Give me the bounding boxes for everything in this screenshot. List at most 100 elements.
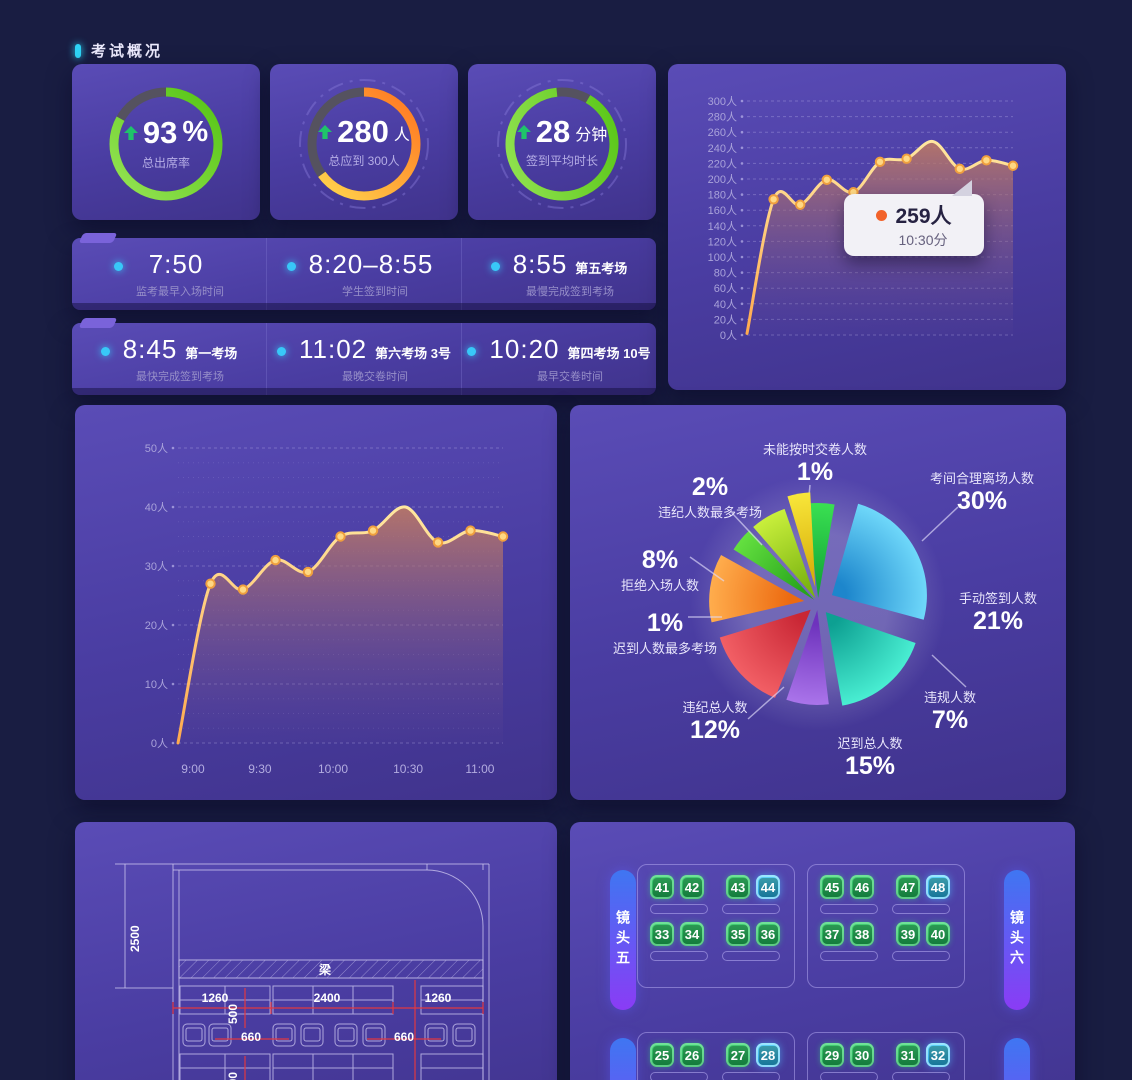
seat-number: 34 [682, 924, 702, 944]
gauge-label: 总出席率 [141, 156, 190, 170]
floorplan-drawing: 2500 梁 1260 2400 1260 500 [115, 863, 490, 1080]
exam-distribution-panel: 未能按时交卷人数 1% 考间合理离场人数 30% 手动签到人数 21% 违规人数 7% 迟到总人… [570, 405, 1066, 800]
stat-label: 学生签到时间 [341, 286, 408, 298]
seat-group-3: 25 26 27 28 [637, 1032, 795, 1080]
camera-label-3[interactable]: 镜头 [610, 1038, 636, 1080]
svg-text:100人: 100人 [708, 251, 737, 264]
stat-time: 8:20–8:55 [308, 249, 434, 279]
seat-44[interactable]: 44 [756, 875, 780, 899]
stat-time: 10:20 [489, 334, 560, 364]
dim-mid-desk: 2400 [314, 991, 341, 1005]
stat-time: 11:02 [299, 334, 368, 364]
seat-number: 41 [652, 877, 672, 897]
svg-text:9:30: 9:30 [248, 762, 272, 776]
gauge-label: 签到平均时长 [525, 154, 598, 168]
seat-47[interactable]: 47 [896, 875, 920, 899]
svg-text:60人: 60人 [714, 282, 737, 295]
dim-chair-gap-right: 660 [394, 1030, 414, 1044]
seat-number: 35 [728, 924, 748, 944]
stat-suffix: 第一考场 [185, 346, 238, 361]
pie-slice-3 [786, 609, 829, 705]
desk-bar [892, 904, 950, 914]
seat-37[interactable]: 37 [820, 922, 844, 946]
seat-26[interactable]: 26 [680, 1043, 704, 1067]
seat-35[interactable]: 35 [726, 922, 750, 946]
exam-distribution-pie [688, 475, 967, 731]
svg-text:300人: 300人 [708, 95, 737, 108]
seat-number: 39 [898, 924, 918, 944]
seat-28[interactable]: 28 [756, 1043, 780, 1067]
seat-39[interactable]: 39 [896, 922, 920, 946]
stat-suffix: 第四考场 10号 [567, 346, 651, 361]
seat-number: 26 [682, 1045, 702, 1065]
stat-label: 监考最早入场时间 [136, 286, 224, 298]
seat-row: 29 30 31 32 [820, 1043, 964, 1067]
stat-label: 最晚交卷时间 [341, 371, 408, 383]
seat-number: 48 [928, 877, 948, 897]
seat-30[interactable]: 30 [850, 1043, 874, 1067]
dim-right-desk: 1260 [425, 991, 452, 1005]
desk-row [650, 951, 794, 961]
seat-number: 28 [758, 1045, 778, 1065]
beam-label: 梁 [318, 962, 331, 977]
seat-45[interactable]: 45 [820, 875, 844, 899]
gauge-label: 总应到 300人 [328, 154, 400, 168]
stat-label: 最慢完成签到考场 [526, 286, 614, 298]
stat-row-1: 7:50 监考最早入场时间 8:20–8:55 学生签到时间 8:55 第五考场 … [72, 238, 656, 310]
seat-row: 45 46 47 48 [820, 875, 964, 899]
stat-slowest-checkin-room: 8:55 第五考场 最慢完成签到考场 [461, 238, 656, 310]
svg-text:260人: 260人 [708, 126, 737, 139]
seat-38[interactable]: 38 [850, 922, 874, 946]
seat-48[interactable]: 48 [926, 875, 950, 899]
seat-row: 41 42 43 44 [650, 875, 794, 899]
bullet-dot-icon [286, 261, 296, 271]
desk-bar [650, 1072, 708, 1080]
seat-32[interactable]: 32 [926, 1043, 950, 1067]
seat-42[interactable]: 42 [680, 875, 704, 899]
stat-earliest-proctor-entry: 7:50 监考最早入场时间 [72, 238, 266, 310]
svg-text:20人: 20人 [714, 313, 737, 326]
seat-34[interactable]: 34 [680, 922, 704, 946]
seat-number: 25 [652, 1045, 672, 1065]
svg-text:200人: 200人 [708, 173, 737, 186]
gauge-card-avg-checkin-time: 28 分钟 签到平均时长 [468, 64, 656, 220]
svg-text:9:00: 9:00 [181, 762, 205, 776]
stat-suffix: 第六考场 3号 [375, 346, 451, 361]
seat-27[interactable]: 27 [726, 1043, 750, 1067]
svg-text:0人: 0人 [720, 329, 737, 342]
seat-43[interactable]: 43 [726, 875, 750, 899]
stat-row-2: 8:45 第一考场 最快完成签到考场 11:02 第六考场 3号 最晚交卷时间 10… [72, 323, 656, 395]
svg-text:40人: 40人 [145, 501, 168, 514]
stat-earliest-paper-submit: 10:20 第四考场 10号 最早交卷时间 [461, 323, 656, 395]
camera-label-4[interactable]: 镜头 [1004, 1038, 1030, 1080]
seat-25[interactable]: 25 [650, 1043, 674, 1067]
desk-row-2 [179, 1053, 484, 1080]
seat-41[interactable]: 41 [650, 875, 674, 899]
bullet-dot-icon [467, 346, 477, 356]
stat-student-checkin-window: 8:20–8:55 学生签到时间 [266, 238, 461, 310]
seat-46[interactable]: 46 [850, 875, 874, 899]
tooltip-value: 259人 [895, 205, 952, 228]
seat-number: 32 [928, 1045, 948, 1065]
seat-31[interactable]: 31 [896, 1043, 920, 1067]
desk-row-1 [179, 985, 484, 1015]
seat-29[interactable]: 29 [820, 1043, 844, 1067]
desk-bar [722, 951, 780, 961]
seatmap-panel: 镜头五 镜头六镜头 镜头 41 42 43 44 33 34 35 36 45 46 47 48 37 38 39… [570, 822, 1075, 1080]
desk-bar [892, 951, 950, 961]
seat-33[interactable]: 33 [650, 922, 674, 946]
pie-slice-1 [831, 503, 927, 620]
seat-group-4: 29 30 31 32 [807, 1032, 965, 1080]
seat-row: 25 26 27 28 [650, 1043, 794, 1067]
bullet-dot-icon [490, 261, 500, 271]
stat-time: 8:55 [512, 249, 568, 279]
stat-label: 最早交卷时间 [537, 371, 603, 383]
svg-text:80人: 80人 [714, 267, 737, 280]
seat-36[interactable]: 36 [756, 922, 780, 946]
page-title: 考试概况 [91, 43, 164, 60]
camera-label-1[interactable]: 镜头五 [610, 870, 636, 1010]
tooltip-dot-icon [876, 209, 888, 221]
svg-text:240人: 240人 [708, 142, 737, 155]
camera-label-2[interactable]: 镜头六 [1004, 870, 1030, 1010]
seat-40[interactable]: 40 [926, 922, 950, 946]
